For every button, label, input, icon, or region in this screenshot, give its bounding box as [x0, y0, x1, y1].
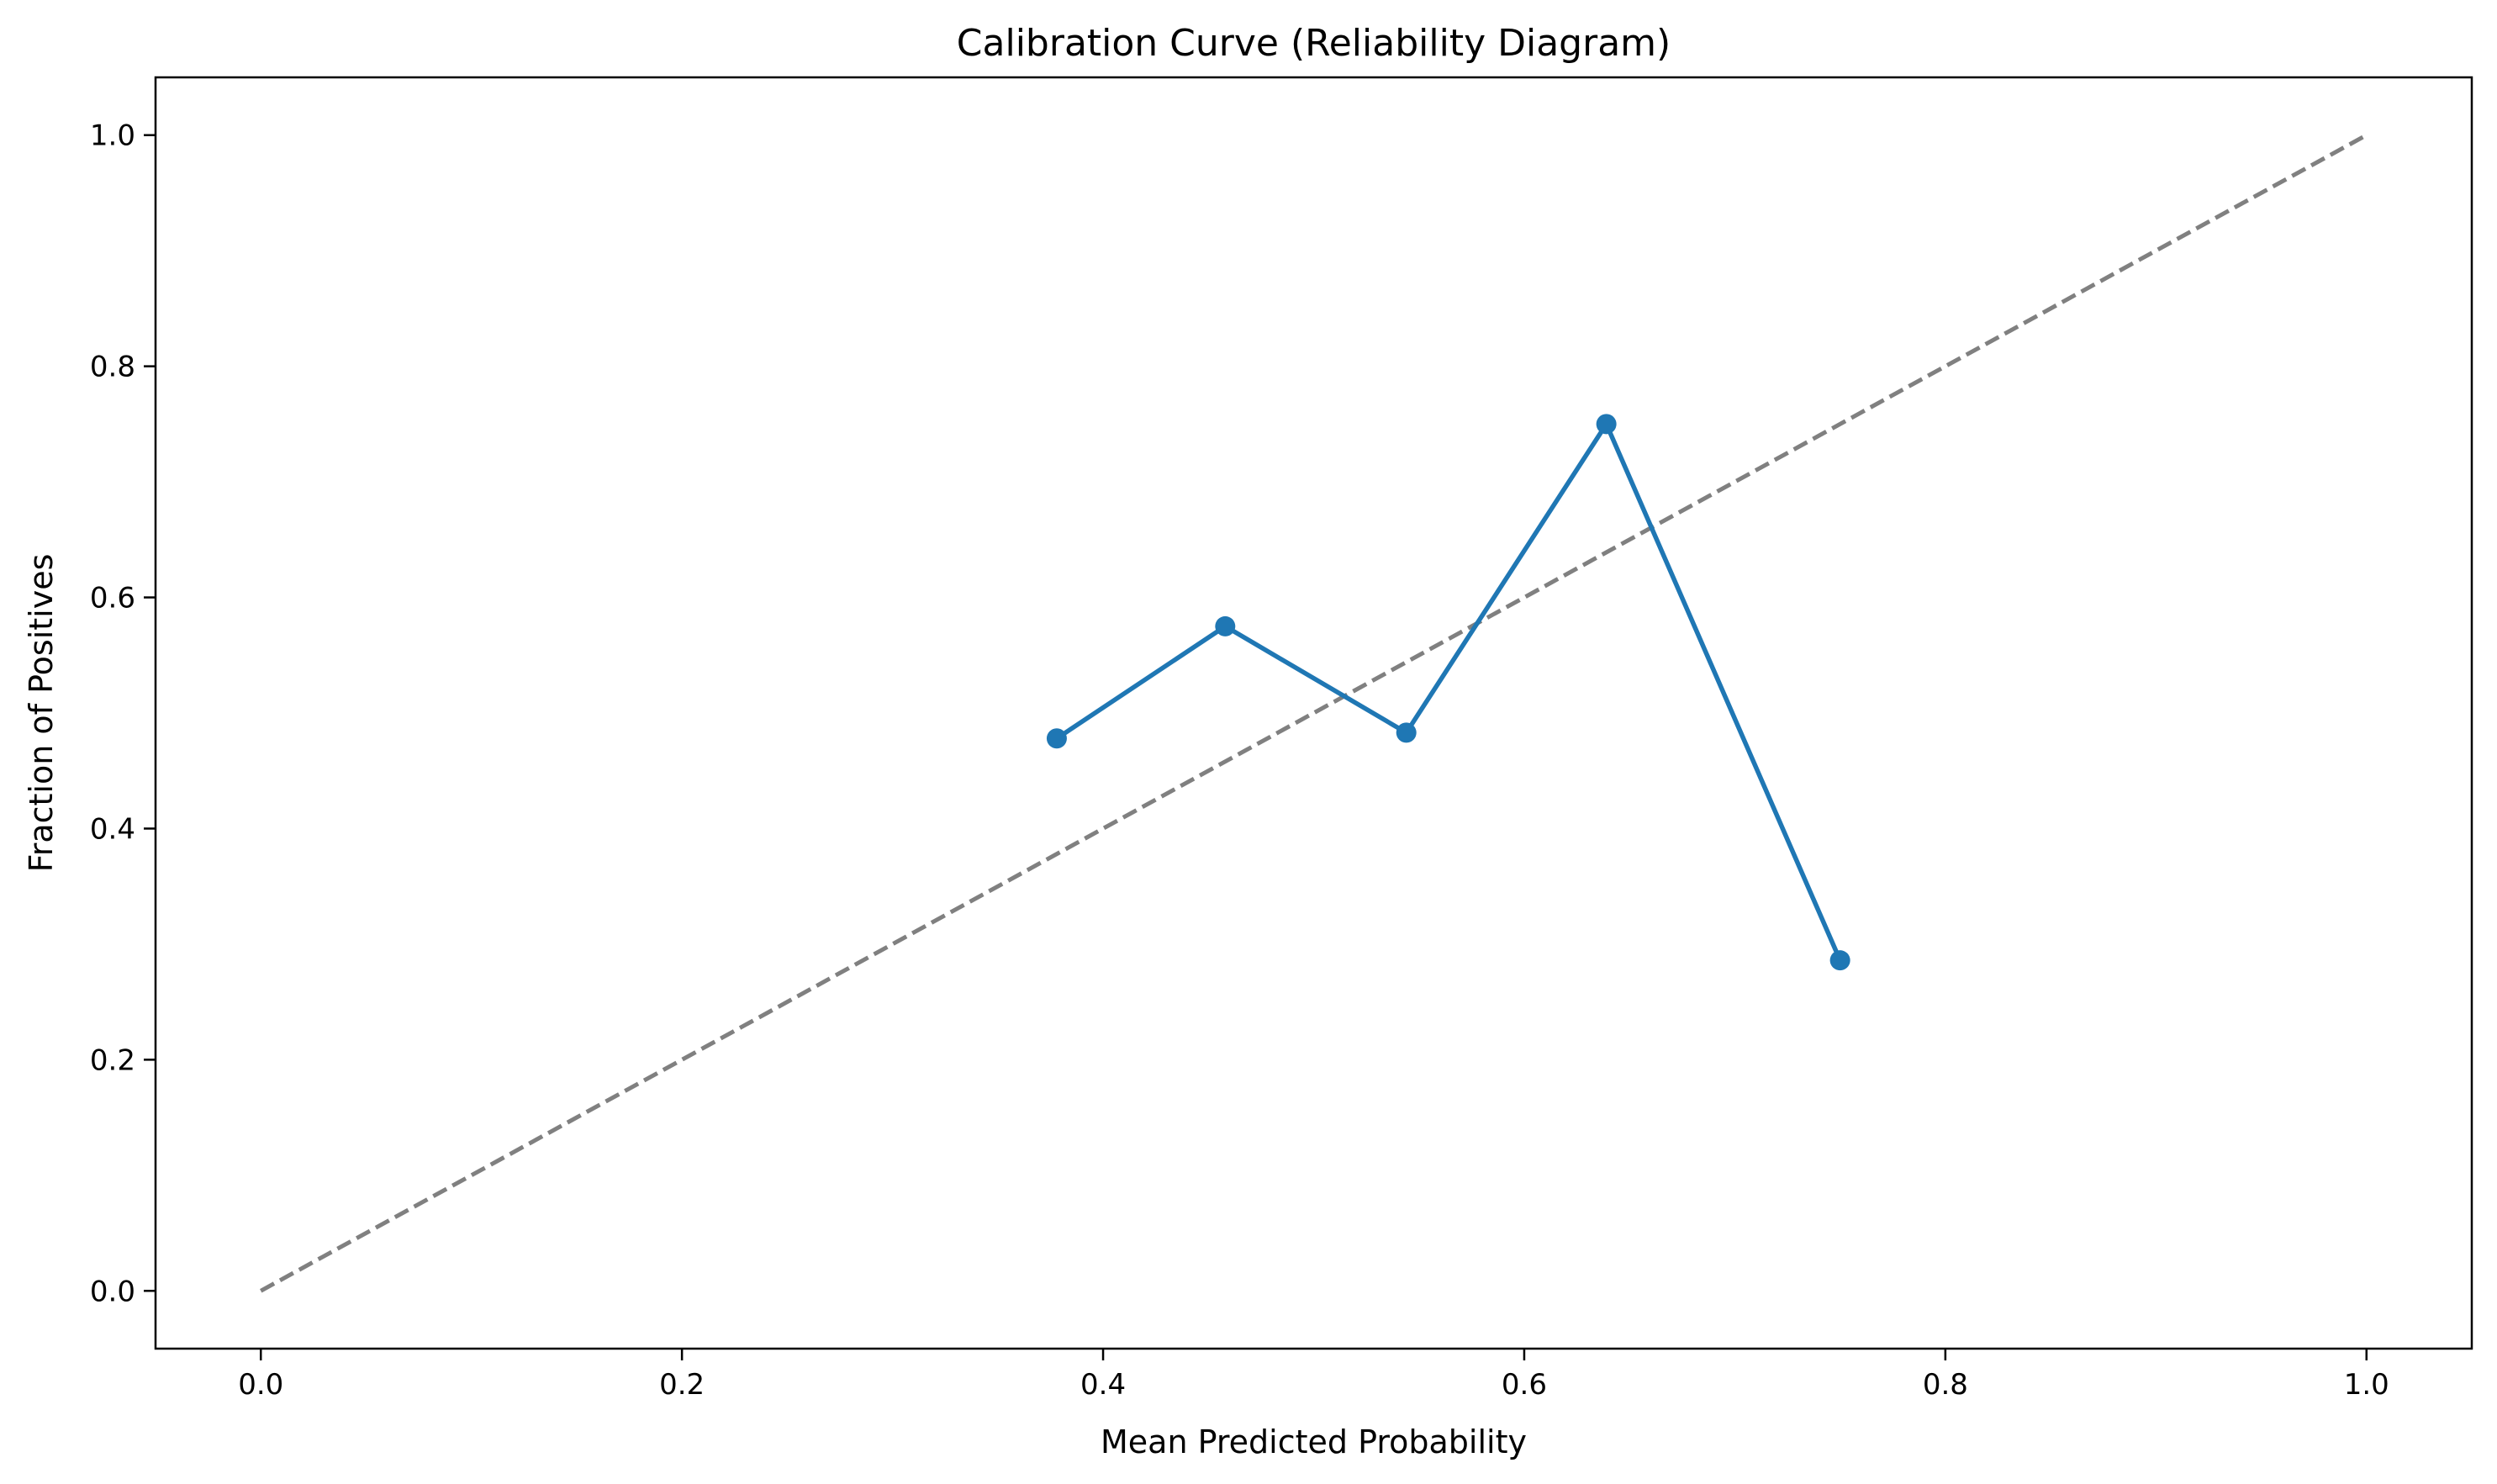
calibration-point	[1396, 722, 1417, 743]
plot-frame	[154, 76, 2473, 1350]
perfect-calibration-line	[260, 133, 2368, 1293]
x-axis: 0.0 0.2 0.4 0.6 0.8 1.0	[238, 1349, 2389, 1402]
x-tick-label: 0.0	[238, 1368, 283, 1402]
x-axis-label: Mean Predicted Probability	[1101, 1423, 1527, 1460]
calibration-point	[1596, 414, 1617, 435]
y-axis: 0.0 0.2 0.4 0.6 0.8 1.0	[90, 119, 156, 1308]
x-tick-label: 0.6	[1502, 1368, 1547, 1402]
x-tick-label: 0.8	[1923, 1368, 1968, 1402]
y-tick-label: 0.4	[90, 812, 135, 846]
x-tick-label: 0.2	[659, 1368, 705, 1402]
calibration-point	[1046, 728, 1067, 749]
y-tick-label: 1.0	[90, 119, 135, 153]
y-tick-label: 0.2	[90, 1043, 135, 1077]
chart-title: Calibration Curve (Reliability Diagram)	[957, 22, 1671, 65]
y-axis-label: Fraction of Positives	[23, 554, 60, 873]
series-layer	[1046, 414, 1850, 971]
diagonal-layer	[260, 133, 2368, 1293]
y-tick-label: 0.6	[90, 582, 135, 615]
calibration-point	[1829, 950, 1850, 971]
y-tick-label: 0.0	[90, 1275, 135, 1308]
x-tick-label: 1.0	[2344, 1368, 2389, 1402]
calibration-point	[1215, 615, 1236, 636]
y-tick-label: 0.8	[90, 351, 135, 384]
x-tick-label: 0.4	[1080, 1368, 1126, 1402]
